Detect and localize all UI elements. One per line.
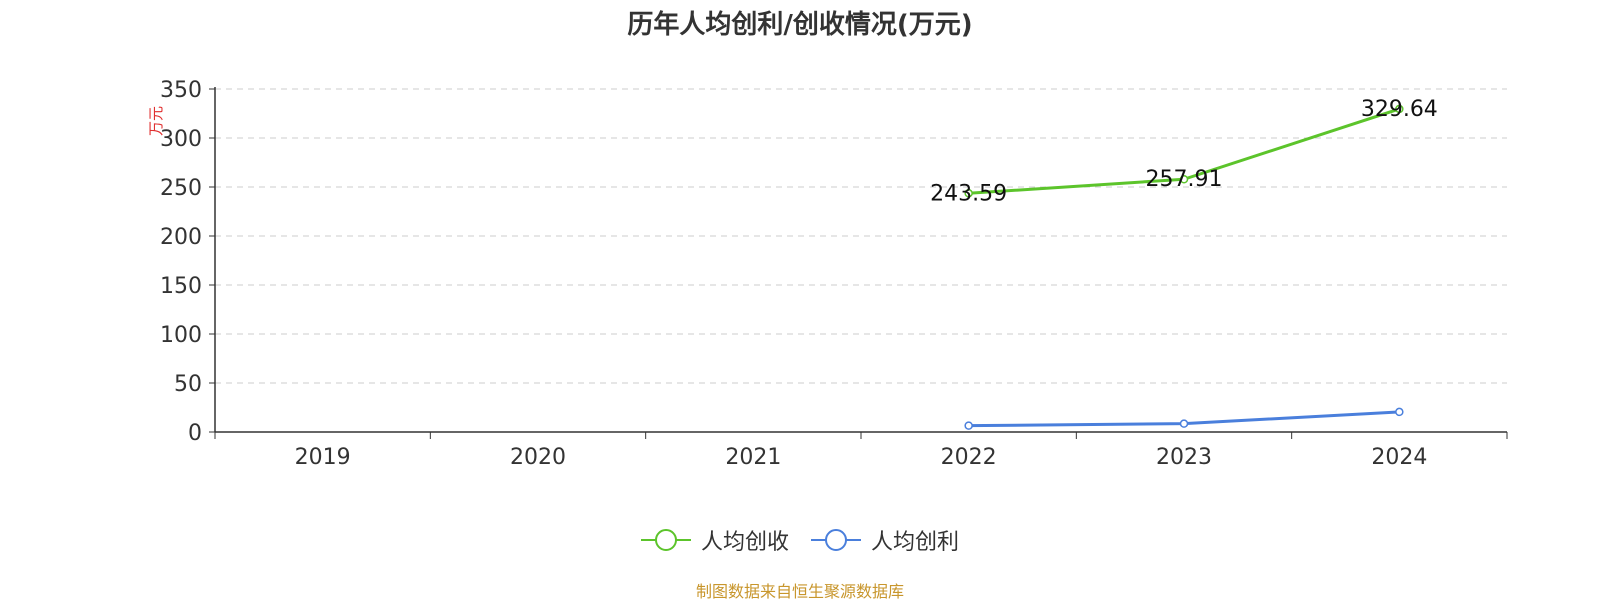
y-tick-label: 300	[160, 127, 202, 152]
data-point	[1395, 104, 1404, 114]
y-tick-label: 250	[160, 176, 202, 201]
x-tick-label: 2019	[295, 445, 351, 470]
x-tick-label: 2023	[1156, 445, 1212, 470]
data-point	[1179, 419, 1189, 428]
y-tick-label: 150	[160, 274, 202, 299]
y-axis-unit-label: 万元	[147, 106, 165, 136]
data-label: 257.91	[1146, 167, 1223, 192]
legend-label-profit: 人均创利	[871, 530, 960, 555]
x-tick-label: 2022	[941, 445, 997, 470]
legend-line-circle-icon	[640, 529, 691, 551]
legend-item-profit[interactable]: 人均创利	[811, 524, 959, 556]
x-tick-label: 2021	[725, 445, 781, 470]
legend-line-circle-icon	[811, 529, 861, 551]
data-point	[1395, 407, 1404, 417]
y-tick-label: 200	[160, 225, 202, 250]
legend: 人均创收 人均创利	[0, 520, 1600, 560]
y-tick-label: 0	[188, 421, 202, 446]
y-tick-label: 50	[174, 372, 202, 397]
legend-label-revenue: 人均创收	[700, 530, 789, 555]
y-axis: 0 50 100 150 200 250 300 350 万元	[147, 78, 216, 446]
legend-item-revenue[interactable]: 人均创收	[640, 524, 789, 556]
data-label: 329.64	[1361, 97, 1438, 122]
chart-title: 历年人均创利/创收情况(万元)	[627, 10, 973, 40]
data-source-note: 制图数据来自恒生聚源数据库	[695, 582, 904, 601]
y-tick-label: 100	[160, 323, 202, 348]
data-label: 243.59	[930, 181, 1007, 206]
y-tick-label: 350	[160, 78, 202, 103]
grid-lines	[215, 88, 1507, 384]
data-point	[964, 189, 973, 198]
x-tick-label: 2024	[1371, 445, 1427, 470]
x-axis: 2019 2020 2021 2022 2023 2024	[214, 431, 1508, 470]
data-labels-layer: 243.59 257.91 329.64	[930, 97, 1438, 206]
series-layer	[964, 104, 1404, 430]
x-tick-label: 2020	[510, 445, 566, 470]
data-point	[1179, 174, 1189, 184]
data-point	[964, 421, 973, 430]
